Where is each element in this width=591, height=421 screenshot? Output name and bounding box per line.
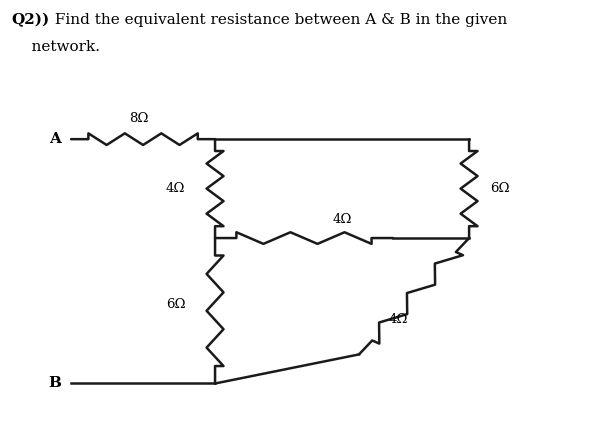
Text: Find the equivalent resistance between A & B in the given: Find the equivalent resistance between A…: [50, 13, 508, 27]
Text: 4Ω: 4Ω: [332, 213, 352, 226]
Text: 4Ω: 4Ω: [389, 313, 408, 326]
Text: network.: network.: [12, 40, 100, 54]
Text: A: A: [49, 132, 61, 146]
Text: 6Ω: 6Ω: [491, 182, 510, 195]
Text: 8Ω: 8Ω: [129, 112, 148, 125]
Text: B: B: [48, 376, 61, 391]
Text: 6Ω: 6Ω: [166, 298, 186, 312]
Text: 4Ω: 4Ω: [166, 182, 186, 195]
Text: Q2)): Q2)): [12, 13, 50, 27]
